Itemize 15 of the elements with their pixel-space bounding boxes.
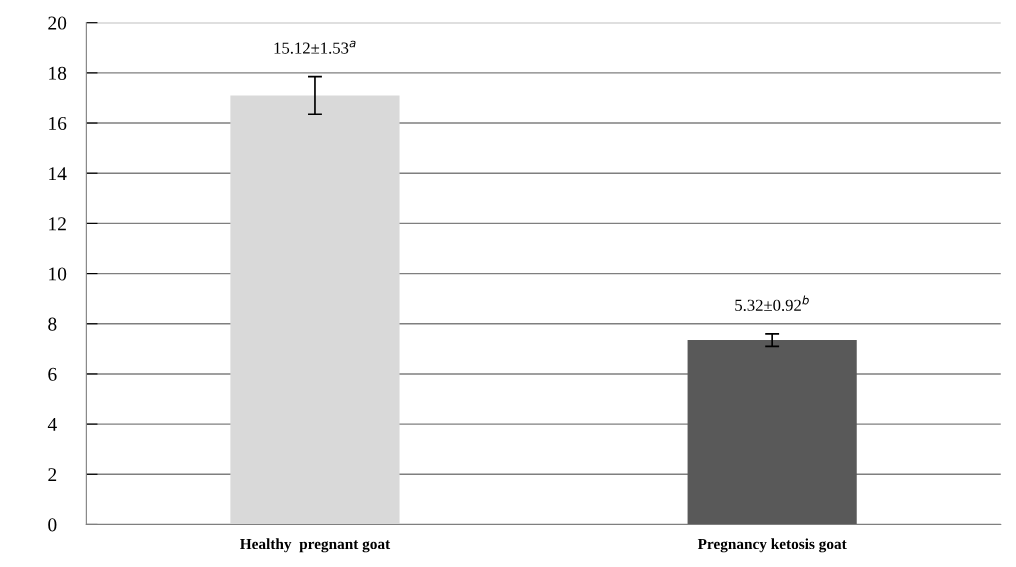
y-tick-label: 6 [48,367,57,381]
y-tick-label: 18 [49,66,67,80]
y-tick-label: 14 [49,167,67,180]
x-tick-label: Healthy pregnant goat [240,538,391,553]
x-tick-label: Pregnancy ketosis goat [697,538,847,553]
y-tick-label: 4 [47,418,57,431]
y-tick-label: 2 [48,468,57,482]
annotation: 15.12±1.53$^{a}$ [274,40,356,54]
y-tick-label: 16 [49,116,67,130]
y-tick-label: 8 [48,317,57,331]
y-tick-label: 10 [49,267,67,281]
y-tick-label: 20 [48,16,67,30]
y-tick-label: 12 [49,217,66,231]
annotation: 5.32±0.92$^{b}$ [735,295,809,311]
y-tick-label: 0 [48,518,57,532]
